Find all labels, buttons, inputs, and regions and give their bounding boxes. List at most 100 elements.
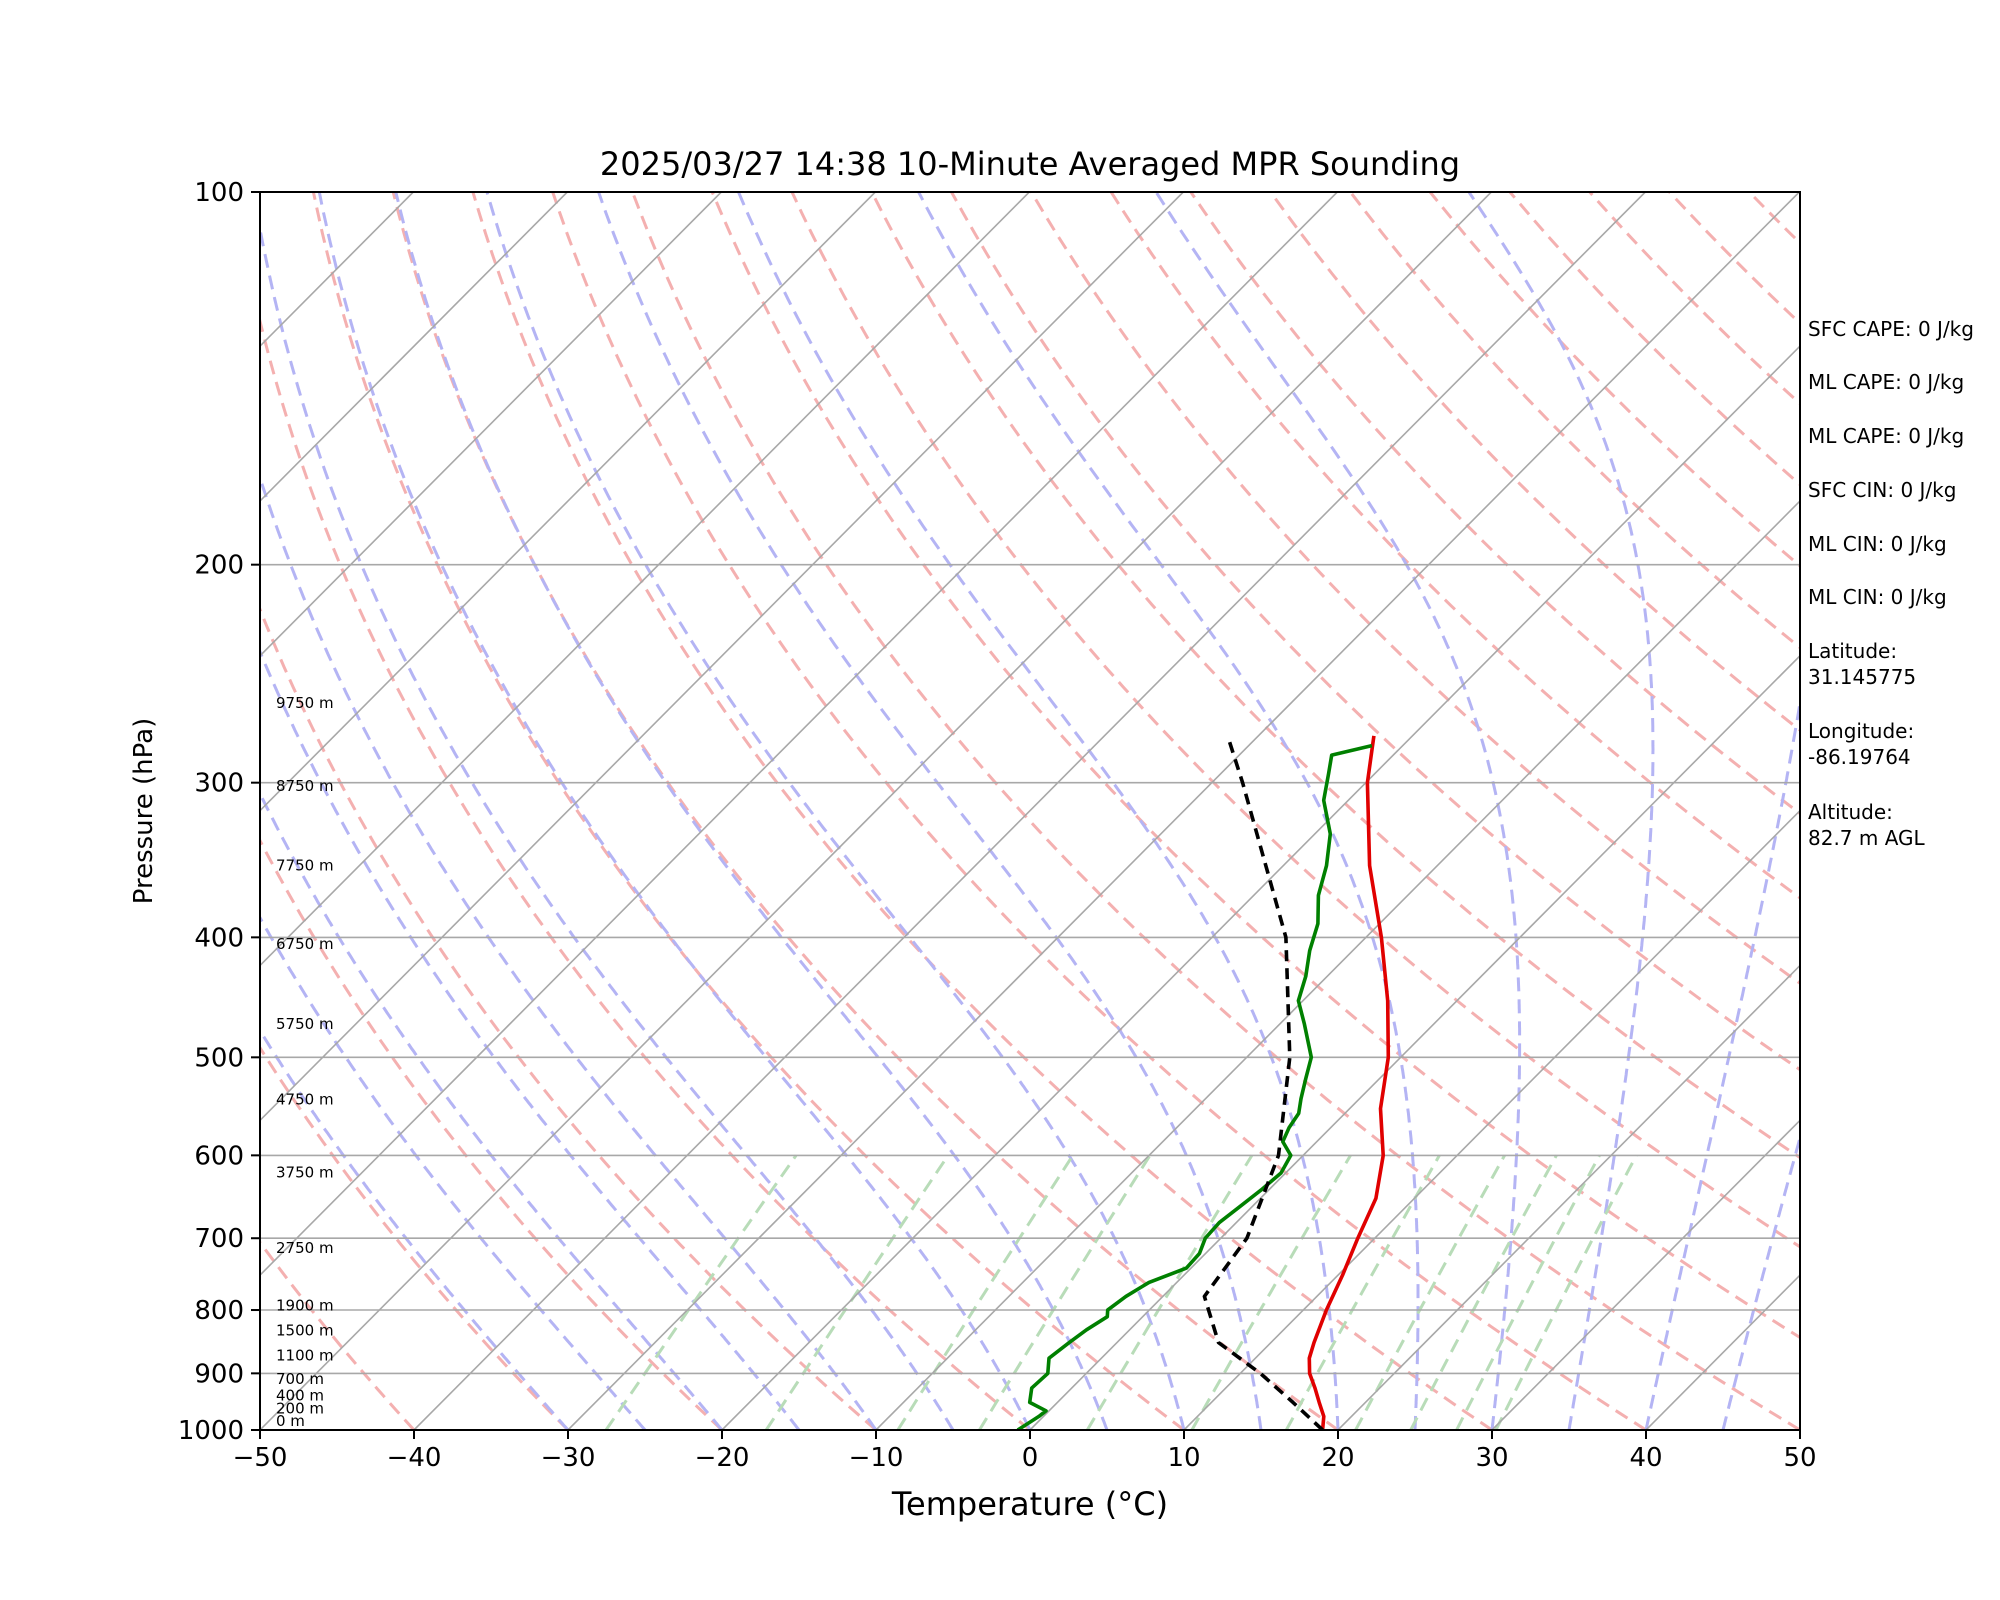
ml-cin-text-2: ML CIN: 0 J/kg bbox=[1808, 585, 1947, 609]
height-label: 0 m bbox=[276, 1412, 305, 1430]
y-tick-label: 900 bbox=[194, 1359, 244, 1389]
longitude-text: Longitude: -86.19764 bbox=[1808, 719, 1915, 769]
mixing-ratio-line bbox=[1409, 1154, 1558, 1430]
dry-adiabat-line bbox=[1189, 192, 1800, 816]
height-label: 400 m bbox=[276, 1387, 324, 1405]
ml-cape-text: ML CAPE: 0 J/kg bbox=[1808, 370, 1965, 394]
background-lines bbox=[260, 192, 1800, 1430]
isotherm-line bbox=[413, 192, 1646, 1430]
y-tick-label: 300 bbox=[194, 769, 244, 799]
height-label: 4750 m bbox=[276, 1091, 334, 1109]
dry-adiabat-line bbox=[1349, 192, 1800, 650]
x-tick-label: 40 bbox=[1629, 1443, 1662, 1473]
height-label: 1900 m bbox=[276, 1297, 334, 1315]
y-axis-ticks: 1000 900 800 700 600 500 400 300 200 100 bbox=[178, 178, 260, 1446]
dry-adiabat-line bbox=[950, 192, 1800, 1072]
dry-adiabat-line bbox=[260, 315, 1031, 1430]
dry-adiabat-line bbox=[1508, 192, 1800, 487]
x-tick-label: 30 bbox=[1475, 1443, 1508, 1473]
isotherm-line bbox=[260, 192, 1338, 1277]
height-label: 700 m bbox=[276, 1370, 324, 1388]
y-tick-label: 1000 bbox=[178, 1416, 244, 1446]
height-label: 200 m bbox=[276, 1400, 324, 1418]
dry-adiabat-line bbox=[631, 192, 1800, 1430]
moist-adiabat-line bbox=[917, 192, 1420, 1430]
height-label: 2750 m bbox=[276, 1239, 334, 1257]
x-axis-label: Temperature (°C) bbox=[891, 1485, 1168, 1523]
isotherm-line bbox=[260, 192, 1184, 1122]
altitude-text: Altitude: 82.7 m AGL bbox=[1808, 800, 1925, 850]
mixing-ratio-line bbox=[896, 1154, 1075, 1430]
moist-adiabat-line bbox=[485, 192, 1186, 1430]
isotherm-line bbox=[260, 192, 1492, 1430]
isotherm-line bbox=[260, 192, 1030, 967]
height-label: 9750 m bbox=[276, 694, 334, 712]
dry-adiabat-line bbox=[471, 192, 1493, 1430]
moist-adiabat-line bbox=[260, 790, 724, 1430]
dry-adiabat-line bbox=[790, 192, 1800, 1249]
height-label: 8750 m bbox=[276, 777, 334, 795]
sfc-cape-text: SFC CAPE: 0 J/kg bbox=[1808, 317, 1974, 341]
x-tick-label: −40 bbox=[387, 1443, 442, 1473]
y-tick-label: 100 bbox=[194, 178, 244, 208]
y-tick-label: 700 bbox=[194, 1224, 244, 1254]
isotherm-line bbox=[260, 192, 568, 503]
isotherm-line bbox=[1337, 964, 1800, 1430]
dry-adiabat-line bbox=[260, 837, 724, 1430]
height-label: 1500 m bbox=[276, 1321, 334, 1339]
moist-adiabat-line bbox=[260, 220, 955, 1430]
x-tick-label: 0 bbox=[1022, 1443, 1039, 1473]
isotherm-line bbox=[1491, 1119, 1800, 1430]
dry-adiabat-line bbox=[260, 1045, 570, 1430]
moist-adiabat-line bbox=[260, 1027, 570, 1430]
isotherm-line bbox=[260, 192, 722, 657]
height-label: 7750 m bbox=[276, 857, 334, 875]
x-tick-label: −20 bbox=[695, 1443, 750, 1473]
dry-adiabat-line bbox=[1109, 192, 1800, 900]
moist-adiabat-line bbox=[1644, 693, 1800, 1430]
moist-adiabat-line bbox=[597, 192, 1263, 1430]
height-label: 3750 m bbox=[276, 1164, 334, 1182]
moist-adiabat-line bbox=[737, 192, 1340, 1430]
mixing-ratio-line bbox=[1086, 1154, 1254, 1430]
latitude-text: Latitude: 31.145775 bbox=[1808, 639, 1917, 689]
height-label: 6750 m bbox=[276, 935, 334, 953]
dry-adiabat-line bbox=[260, 605, 877, 1430]
x-tick-label: 50 bbox=[1783, 1443, 1816, 1473]
moist-adiabat-line bbox=[1467, 192, 1655, 1430]
mixing-ratio-line bbox=[1190, 1154, 1352, 1430]
y-tick-label: 500 bbox=[194, 1043, 244, 1073]
x-tick-label: −10 bbox=[849, 1443, 904, 1473]
moist-adiabat-line bbox=[260, 914, 647, 1430]
x-tick-label: 10 bbox=[1167, 1443, 1200, 1473]
ml-cin-text: ML CIN: 0 J/kg bbox=[1808, 532, 1947, 556]
x-tick-label: −50 bbox=[233, 1443, 288, 1473]
moist-adiabat-line bbox=[317, 192, 1032, 1430]
temperature-profile-line bbox=[1307, 735, 1391, 1430]
height-label: 5750 m bbox=[276, 1015, 334, 1033]
y-tick-label: 200 bbox=[194, 551, 244, 581]
isotherm-line bbox=[567, 192, 1800, 1430]
isotherm-line bbox=[260, 192, 876, 812]
isotherm-line bbox=[721, 344, 1800, 1430]
mixing-ratio-line bbox=[1494, 1154, 1638, 1430]
x-axis-ticks: −50 −40 −30 −20 −10 0 10 20 30 40 50 bbox=[233, 1430, 1817, 1473]
chart-title: 2025/03/27 14:38 10-Minute Averaged MPR … bbox=[600, 145, 1460, 183]
dewpoint-profile-line bbox=[1016, 743, 1373, 1430]
mixing-ratio-line bbox=[604, 1154, 798, 1430]
mixing-ratio-line bbox=[1284, 1154, 1441, 1430]
y-tick-label: 400 bbox=[194, 923, 244, 953]
data-series bbox=[1016, 735, 1391, 1430]
isotherm-line bbox=[1029, 654, 1800, 1430]
moist-adiabat-line bbox=[1721, 1132, 1800, 1430]
y-tick-label: 800 bbox=[194, 1296, 244, 1326]
dry-adiabat-line bbox=[870, 192, 1800, 1160]
dry-adiabat-line bbox=[710, 192, 1800, 1340]
mixing-ratio-line bbox=[978, 1154, 1152, 1430]
sfc-cin-text: SFC CIN: 0 J/kg bbox=[1808, 478, 1957, 502]
dry-adiabat-line bbox=[1030, 192, 1800, 986]
dry-adiabat-line bbox=[551, 192, 1647, 1430]
dry-adiabat-line bbox=[391, 192, 1339, 1430]
